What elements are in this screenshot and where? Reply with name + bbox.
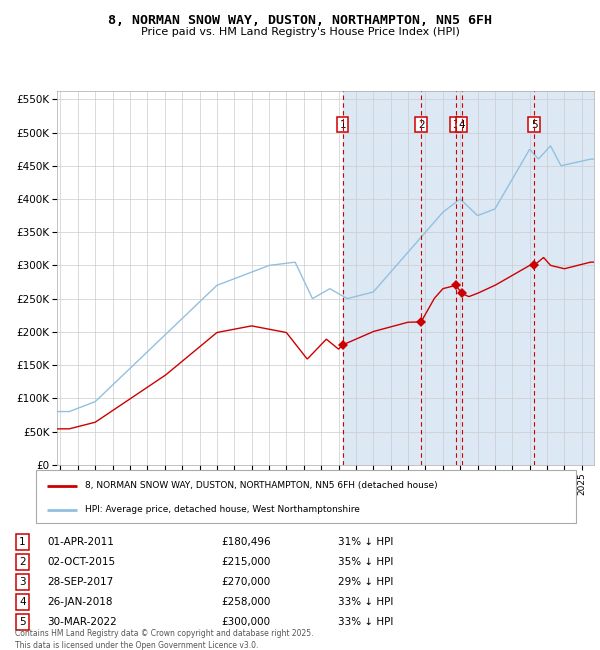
Text: 31% ↓ HPI: 31% ↓ HPI: [338, 537, 393, 547]
Text: 5: 5: [19, 618, 26, 627]
Text: 33% ↓ HPI: 33% ↓ HPI: [338, 597, 393, 607]
Text: 3: 3: [452, 120, 459, 129]
Text: 01-APR-2011: 01-APR-2011: [47, 537, 114, 547]
Text: £215,000: £215,000: [221, 557, 271, 567]
Text: £258,000: £258,000: [221, 597, 271, 607]
FancyBboxPatch shape: [36, 470, 576, 523]
Text: 2: 2: [19, 557, 26, 567]
Text: 26-JAN-2018: 26-JAN-2018: [47, 597, 112, 607]
Text: 8, NORMAN SNOW WAY, DUSTON, NORTHAMPTON, NN5 6FH: 8, NORMAN SNOW WAY, DUSTON, NORTHAMPTON,…: [108, 14, 492, 27]
Text: Contains HM Land Registry data © Crown copyright and database right 2025.
This d: Contains HM Land Registry data © Crown c…: [15, 629, 314, 650]
Text: 8, NORMAN SNOW WAY, DUSTON, NORTHAMPTON, NN5 6FH (detached house): 8, NORMAN SNOW WAY, DUSTON, NORTHAMPTON,…: [85, 482, 437, 491]
Text: Price paid vs. HM Land Registry's House Price Index (HPI): Price paid vs. HM Land Registry's House …: [140, 27, 460, 37]
Text: £270,000: £270,000: [221, 577, 271, 587]
Text: 29% ↓ HPI: 29% ↓ HPI: [338, 577, 393, 587]
Bar: [343, 91, 594, 465]
Text: £180,496: £180,496: [221, 537, 271, 547]
Text: 2: 2: [418, 120, 424, 129]
Text: 1: 1: [19, 537, 26, 547]
Text: 4: 4: [19, 597, 26, 607]
Text: 1: 1: [340, 120, 346, 129]
Text: 5: 5: [531, 120, 538, 129]
Text: 3: 3: [19, 577, 26, 587]
Text: 30-MAR-2022: 30-MAR-2022: [47, 618, 116, 627]
Text: 35% ↓ HPI: 35% ↓ HPI: [338, 557, 393, 567]
Text: £300,000: £300,000: [221, 618, 271, 627]
Text: 33% ↓ HPI: 33% ↓ HPI: [338, 618, 393, 627]
Text: HPI: Average price, detached house, West Northamptonshire: HPI: Average price, detached house, West…: [85, 506, 359, 514]
Text: 4: 4: [458, 120, 465, 129]
Text: 02-OCT-2015: 02-OCT-2015: [47, 557, 115, 567]
Text: 28-SEP-2017: 28-SEP-2017: [47, 577, 113, 587]
